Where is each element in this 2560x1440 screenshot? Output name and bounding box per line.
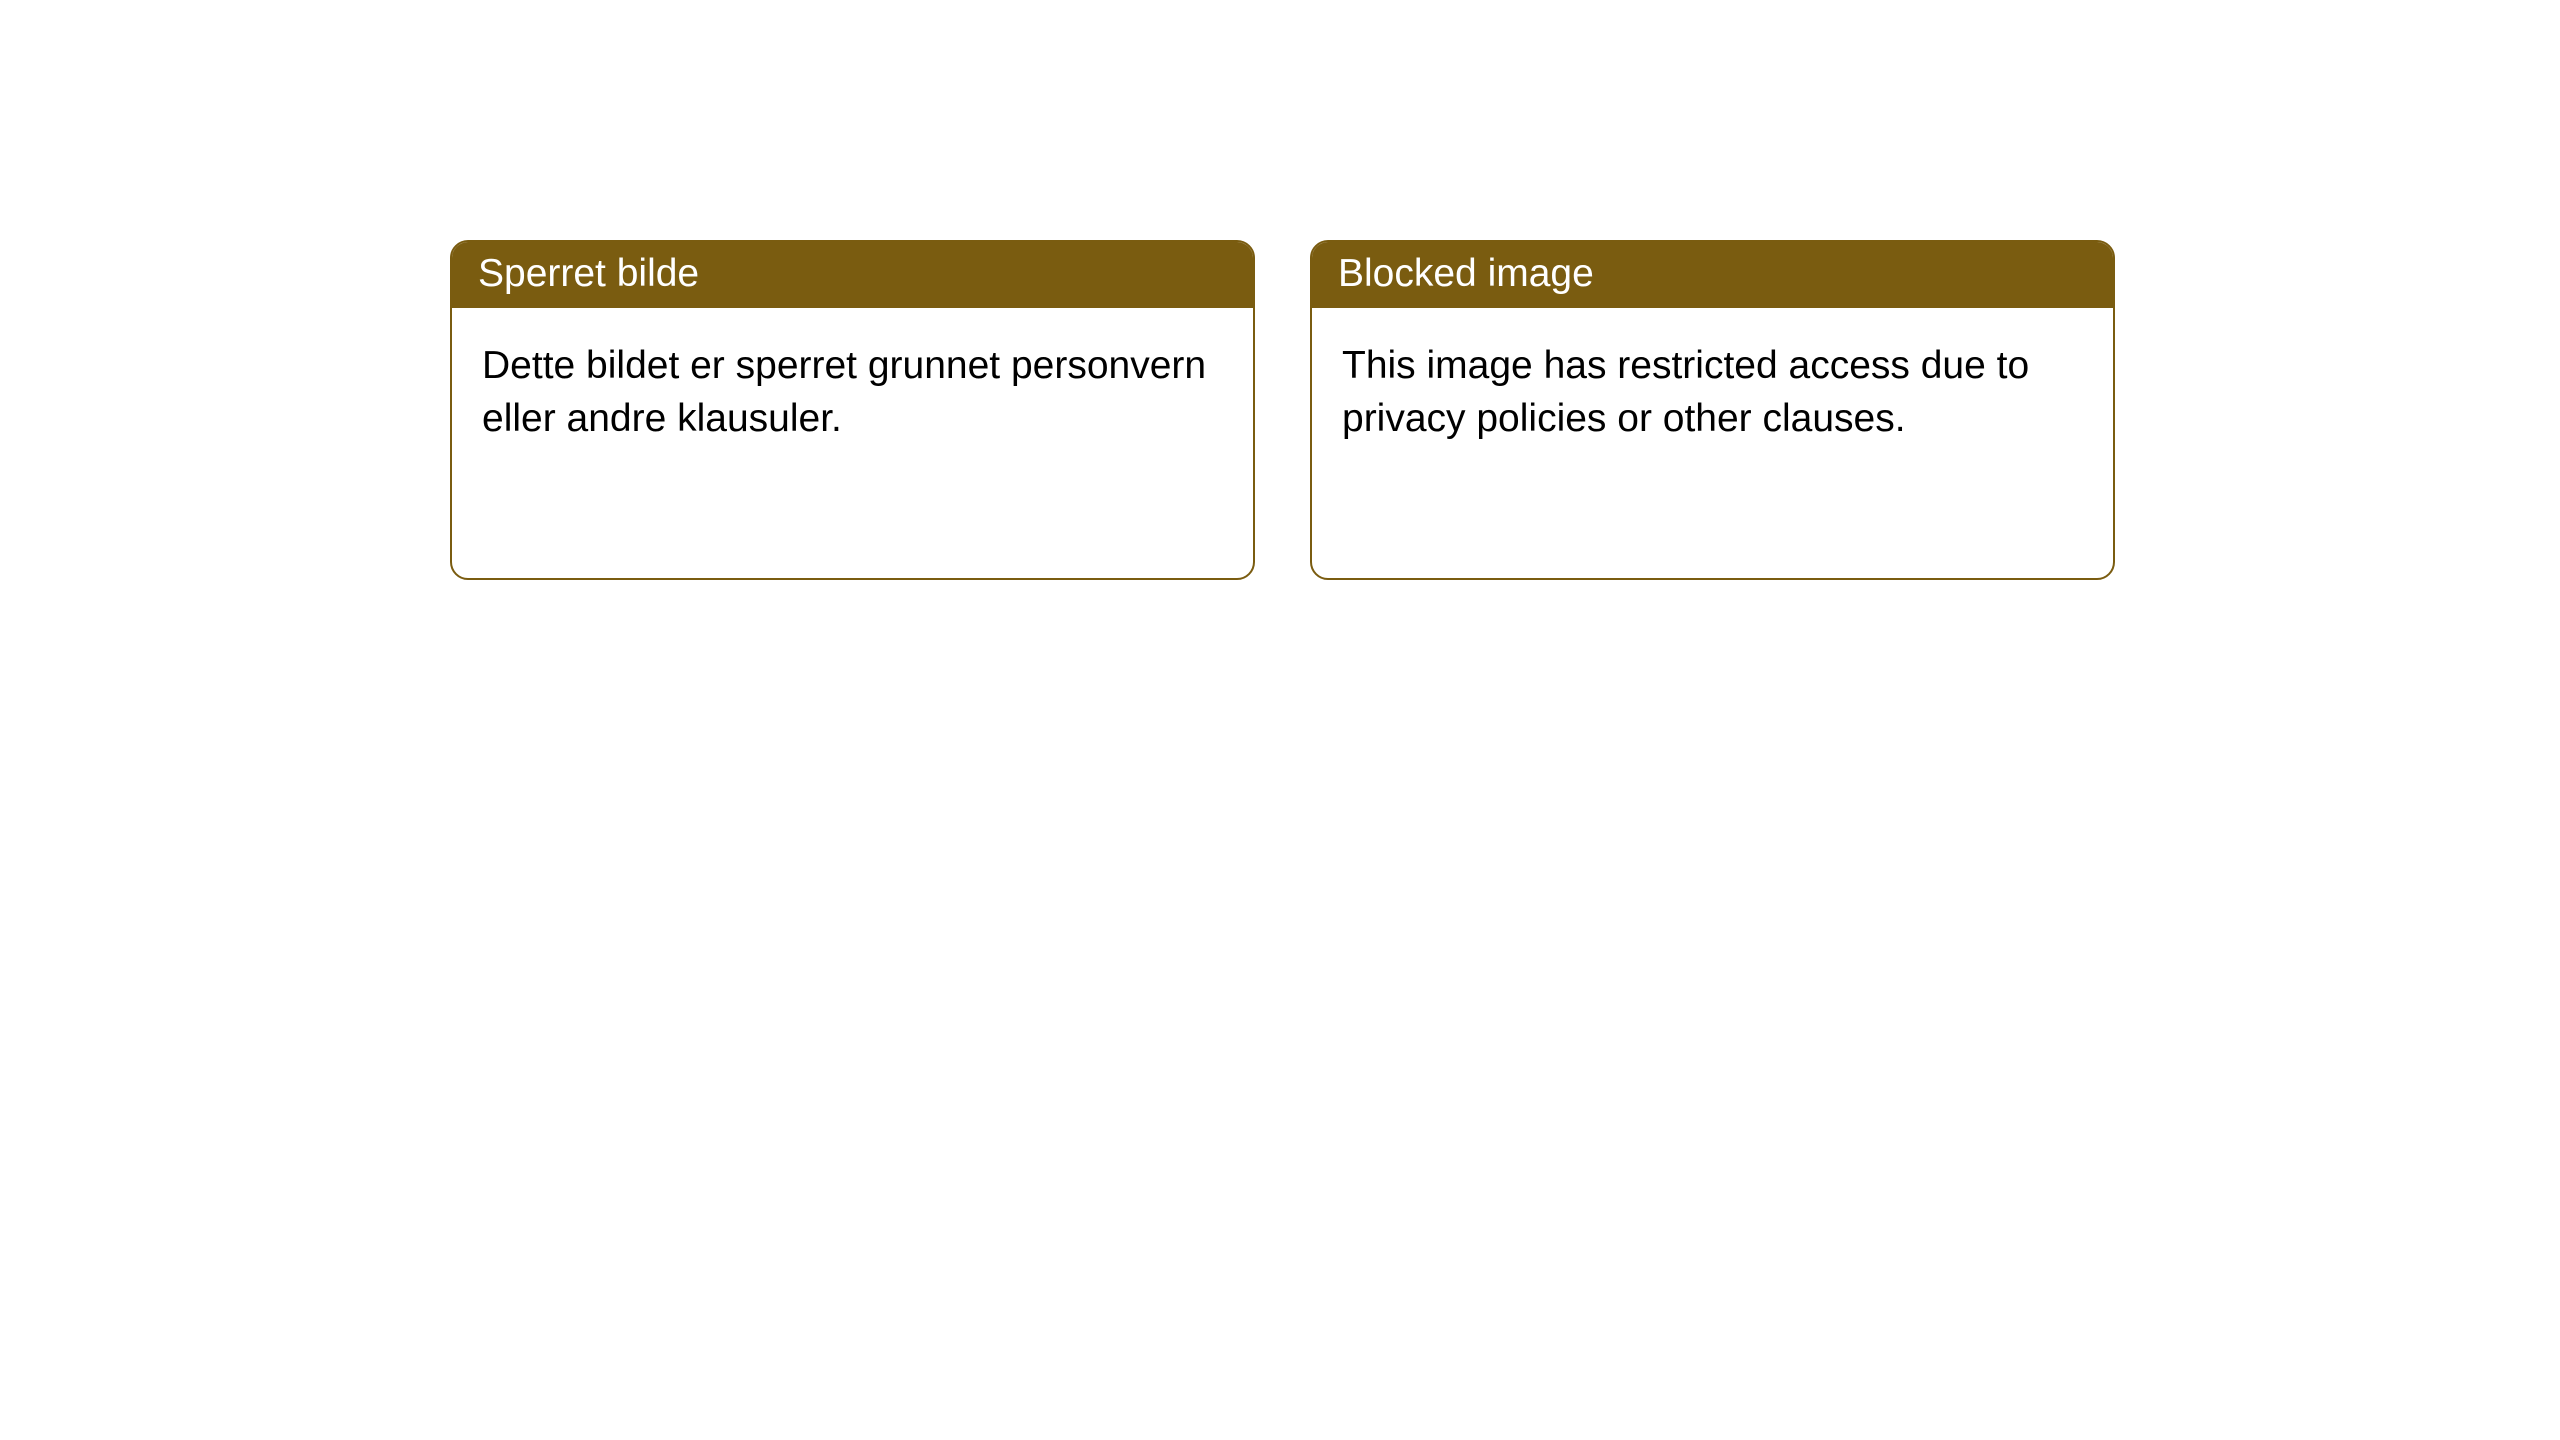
cards-container: Sperret bilde Dette bildet er sperret gr… bbox=[450, 240, 2115, 580]
card-header-english: Blocked image bbox=[1312, 242, 2113, 308]
card-title: Blocked image bbox=[1338, 252, 1594, 295]
card-english: Blocked image This image has restricted … bbox=[1310, 240, 2115, 580]
card-norwegian: Sperret bilde Dette bildet er sperret gr… bbox=[450, 240, 1255, 580]
card-body-english: This image has restricted access due to … bbox=[1312, 308, 2113, 477]
card-body-norwegian: Dette bildet er sperret grunnet personve… bbox=[452, 308, 1253, 477]
card-header-norwegian: Sperret bilde bbox=[452, 242, 1253, 308]
card-body-text: This image has restricted access due to … bbox=[1342, 344, 2029, 440]
card-title: Sperret bilde bbox=[478, 252, 699, 295]
card-body-text: Dette bildet er sperret grunnet personve… bbox=[482, 344, 1206, 440]
